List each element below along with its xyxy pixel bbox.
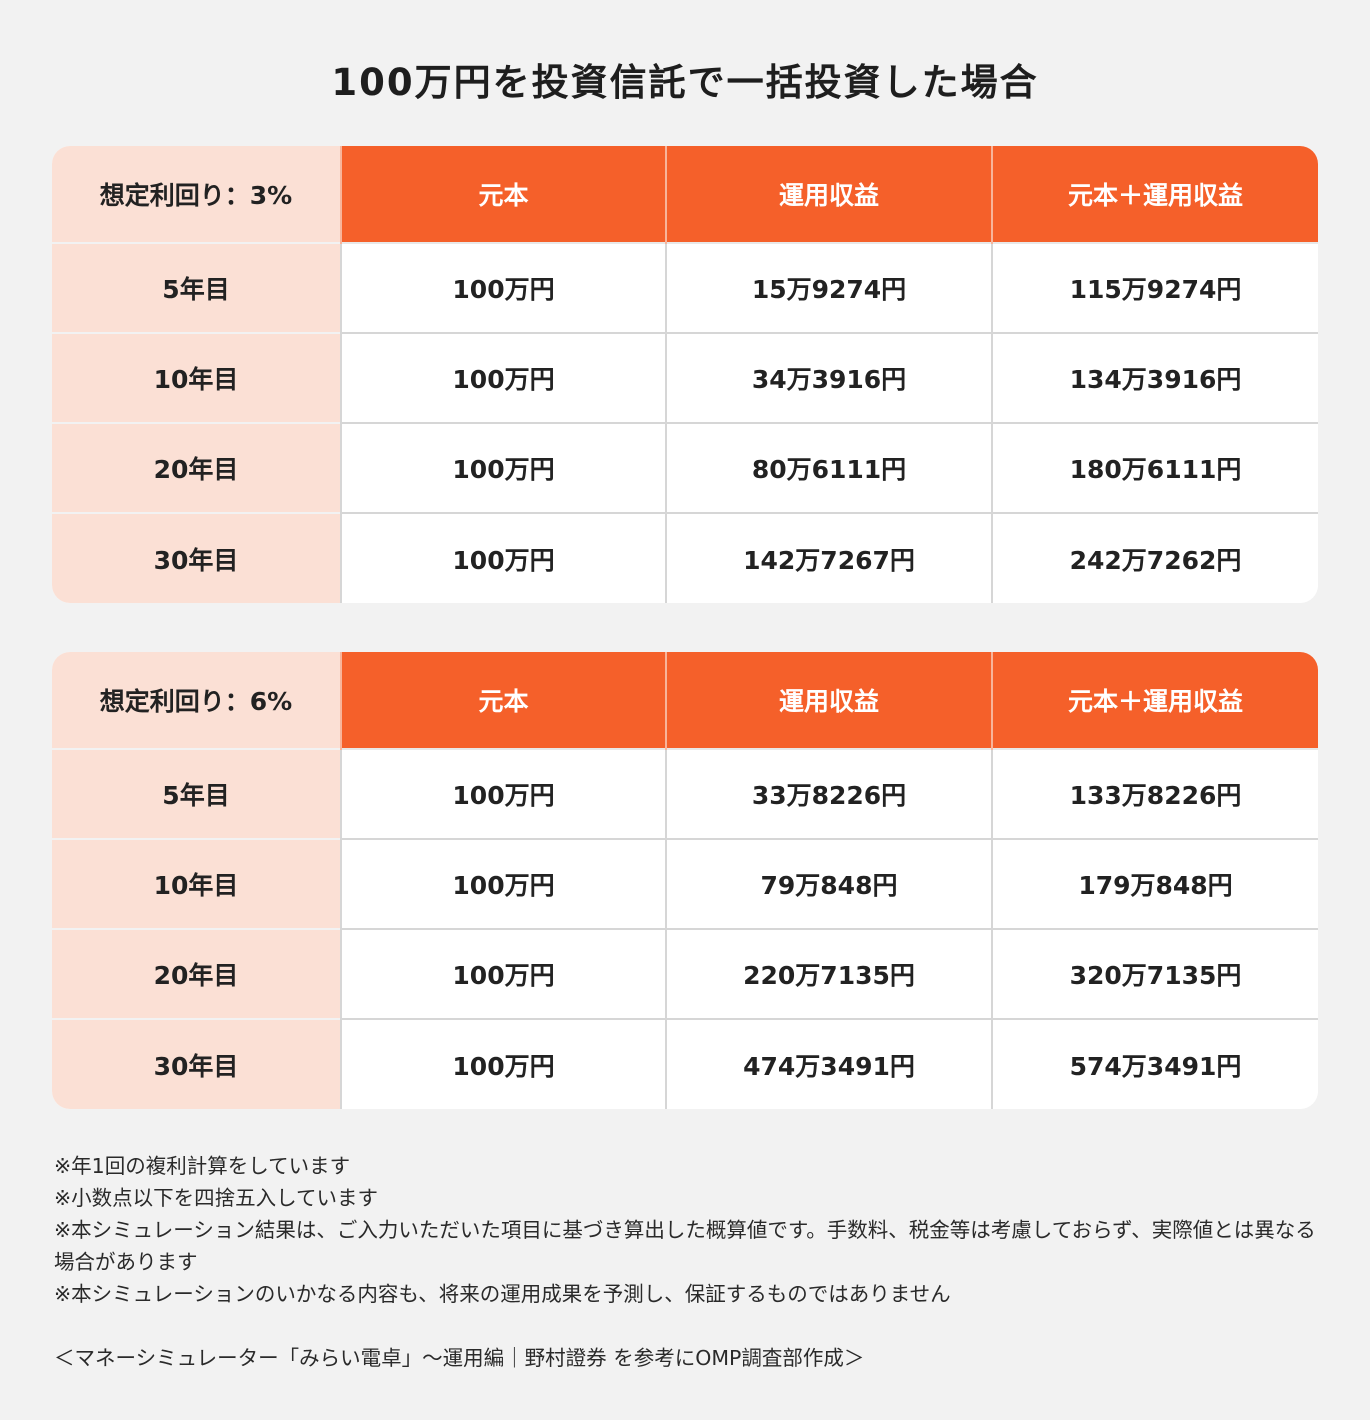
year-cell: 30年目 bbox=[52, 1018, 341, 1109]
page-title: 100万円を投資信託で一括投資した場合 bbox=[331, 61, 1039, 104]
profit-cell: 220万7135円 bbox=[665, 928, 992, 1019]
year-cell: 5年目 bbox=[52, 242, 341, 333]
rate-label: 想定利回り：6% bbox=[52, 652, 341, 749]
note-item: ※本シミュレーションのいかなる内容も、将来の運用成果を予測し、保証するものではあ… bbox=[54, 1282, 951, 1306]
table-header-row: 想定利回り：3% 元本 運用収益 元本＋運用収益 bbox=[52, 146, 1318, 243]
column-header-total: 元本＋運用収益 bbox=[991, 146, 1318, 243]
note-item: ※本シミュレーション結果は、ご入力いただいた項目に基づき算出した概算値です。手数… bbox=[54, 1218, 1316, 1274]
principal-cell: 100万円 bbox=[340, 838, 666, 929]
rate-label: 想定利回り：3% bbox=[52, 146, 341, 243]
note-item: ※小数点以下を四捨五入しています bbox=[54, 1186, 379, 1210]
total-cell: 133万8226円 bbox=[991, 748, 1318, 839]
notes-list: ※年1回の複利計算をしています ※小数点以下を四捨五入しています ※本シミュレー… bbox=[54, 1150, 1316, 1310]
year-cell: 10年目 bbox=[52, 332, 341, 423]
profit-cell: 474万3491円 bbox=[665, 1018, 992, 1109]
table-row: 5年目 100万円 15万9274円 115万9274円 bbox=[52, 242, 1318, 333]
principal-cell: 100万円 bbox=[340, 242, 666, 333]
source-credit: ＜マネーシミュレーター「みらい電卓」～運用編｜野村證券 を参考にOMP調査部作成… bbox=[54, 1346, 865, 1370]
total-cell: 320万7135円 bbox=[991, 928, 1318, 1019]
total-cell: 134万3916円 bbox=[991, 332, 1318, 423]
column-header-principal: 元本 bbox=[340, 146, 666, 243]
year-cell: 20年目 bbox=[52, 422, 341, 513]
year-cell: 5年目 bbox=[52, 748, 341, 839]
table-row: 30年目 100万円 474万3491円 574万3491円 bbox=[52, 1018, 1318, 1109]
profit-cell: 142万7267円 bbox=[665, 512, 992, 603]
total-cell: 179万848円 bbox=[991, 838, 1318, 929]
total-cell: 574万3491円 bbox=[991, 1018, 1318, 1109]
principal-cell: 100万円 bbox=[340, 1018, 666, 1109]
principal-cell: 100万円 bbox=[340, 512, 666, 603]
column-header-profit: 運用収益 bbox=[665, 652, 992, 749]
total-cell: 180万6111円 bbox=[991, 422, 1318, 513]
simulation-table-6pct: 想定利回り：6% 元本 運用収益 元本＋運用収益 5年目 100万円 33万82… bbox=[52, 652, 1318, 1109]
principal-cell: 100万円 bbox=[340, 332, 666, 423]
total-cell: 242万7262円 bbox=[991, 512, 1318, 603]
note-item: ※年1回の複利計算をしています bbox=[54, 1154, 351, 1178]
simulation-table-3pct: 想定利回り：3% 元本 運用収益 元本＋運用収益 5年目 100万円 15万92… bbox=[52, 146, 1318, 603]
column-header-principal: 元本 bbox=[340, 652, 666, 749]
table-row: 20年目 100万円 80万6111円 180万6111円 bbox=[52, 422, 1318, 513]
table-row: 30年目 100万円 142万7267円 242万7262円 bbox=[52, 512, 1318, 603]
table-header-row: 想定利回り：6% 元本 運用収益 元本＋運用収益 bbox=[52, 652, 1318, 749]
year-cell: 20年目 bbox=[52, 928, 341, 1019]
table-row: 5年目 100万円 33万8226円 133万8226円 bbox=[52, 748, 1318, 839]
column-header-total: 元本＋運用収益 bbox=[991, 652, 1318, 749]
principal-cell: 100万円 bbox=[340, 928, 666, 1019]
column-header-profit: 運用収益 bbox=[665, 146, 992, 243]
profit-cell: 33万8226円 bbox=[665, 748, 992, 839]
total-cell: 115万9274円 bbox=[991, 242, 1318, 333]
profit-cell: 80万6111円 bbox=[665, 422, 992, 513]
table-row: 10年目 100万円 79万848円 179万848円 bbox=[52, 838, 1318, 929]
table-row: 10年目 100万円 34万3916円 134万3916円 bbox=[52, 332, 1318, 423]
table-row: 20年目 100万円 220万7135円 320万7135円 bbox=[52, 928, 1318, 1019]
profit-cell: 15万9274円 bbox=[665, 242, 992, 333]
principal-cell: 100万円 bbox=[340, 422, 666, 513]
principal-cell: 100万円 bbox=[340, 748, 666, 839]
year-cell: 30年目 bbox=[52, 512, 341, 603]
profit-cell: 34万3916円 bbox=[665, 332, 992, 423]
year-cell: 10年目 bbox=[52, 838, 341, 929]
profit-cell: 79万848円 bbox=[665, 838, 992, 929]
